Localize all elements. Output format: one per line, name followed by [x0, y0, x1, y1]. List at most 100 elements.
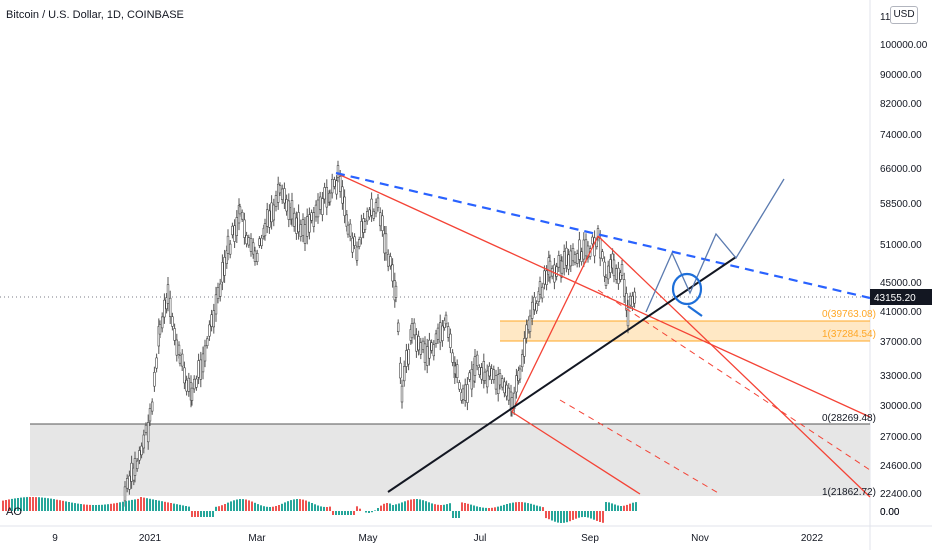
- ao-histogram: [2, 497, 637, 523]
- candle-body: [548, 260, 552, 278]
- ao-bar: [590, 511, 592, 519]
- candle-body: [455, 364, 459, 379]
- price-tick-top: 11: [880, 12, 891, 23]
- candle-body: [221, 262, 224, 283]
- ao-bar: [353, 511, 355, 515]
- ao-bar: [620, 506, 622, 511]
- time-tick-5: Sep: [581, 533, 599, 544]
- ao-bar: [182, 505, 184, 511]
- candle-body: [280, 188, 284, 200]
- ao-bar: [377, 508, 379, 511]
- candle-body: [402, 366, 406, 382]
- ao-bar: [254, 502, 256, 511]
- ao-bar: [506, 504, 508, 511]
- fib-band: [500, 321, 870, 341]
- candle-body: [419, 342, 422, 355]
- ao-bar: [98, 504, 100, 511]
- ao-bar: [11, 498, 13, 511]
- ao-bar: [236, 499, 238, 511]
- ao-bar: [380, 505, 382, 511]
- candle-body: [346, 224, 350, 235]
- candle-body: [596, 228, 600, 238]
- ao-bar: [20, 497, 22, 511]
- candle-body: [203, 345, 207, 362]
- ao-bar: [233, 500, 235, 511]
- ao-bar: [167, 502, 169, 511]
- candle-body: [394, 285, 398, 298]
- ao-bar: [407, 500, 409, 511]
- candle-body: [212, 310, 215, 328]
- ao-bar: [170, 503, 172, 511]
- candle-body: [274, 195, 278, 207]
- candle-body: [620, 264, 624, 276]
- time-tick-1: 2021: [139, 533, 162, 544]
- ao-bar: [80, 504, 82, 511]
- candle-body: [318, 196, 322, 210]
- candle-body: [255, 253, 259, 263]
- price-tick-13: 27000.00: [880, 432, 922, 443]
- ao-bar: [347, 511, 349, 515]
- candle-body: [158, 324, 162, 335]
- candle-body: [336, 165, 340, 178]
- ao-bar: [161, 501, 163, 511]
- ao-bar: [635, 502, 637, 511]
- ao-bar: [569, 511, 571, 522]
- candle-body: [376, 197, 380, 208]
- candle-body: [604, 277, 608, 286]
- ao-bar: [128, 500, 130, 511]
- candle-body: [258, 238, 261, 246]
- ao-bar: [152, 499, 154, 511]
- ao-bar: [110, 503, 112, 511]
- candle-body: [142, 434, 145, 449]
- candle-body: [181, 353, 184, 367]
- ao-bar: [527, 503, 529, 511]
- candle-body: [423, 343, 427, 363]
- candle-body: [303, 224, 307, 244]
- ao-bar: [326, 507, 328, 511]
- ao-bar: [62, 500, 64, 511]
- candle-body: [507, 387, 510, 401]
- ao-bar: [629, 503, 631, 511]
- fib-label-3: 1(21862.72): [822, 487, 876, 498]
- pitchfork-inner-lower: [559, 399, 721, 495]
- ao-bar: [95, 505, 97, 511]
- ao-bar: [41, 497, 43, 511]
- candle-body: [626, 307, 630, 327]
- ao-bar: [209, 511, 211, 517]
- candle-body: [485, 370, 489, 388]
- ao-bar: [338, 511, 340, 515]
- candle-body: [161, 316, 164, 329]
- candles-group: [123, 160, 636, 507]
- ao-bar: [329, 506, 331, 511]
- candle-body: [538, 281, 542, 295]
- candle-body: [370, 198, 373, 216]
- ao-bar: [50, 498, 52, 511]
- ao-bar: [575, 511, 577, 519]
- candle-body: [299, 224, 302, 237]
- candle-body: [500, 378, 504, 388]
- candle-body: [622, 279, 626, 297]
- ao-bar: [137, 498, 139, 511]
- ao-bar: [611, 503, 613, 511]
- ao-bar: [356, 506, 358, 511]
- ao-bar: [458, 511, 460, 518]
- ao-bar: [398, 503, 400, 511]
- candle-body: [316, 199, 320, 218]
- ao-bar: [305, 500, 307, 511]
- ao-bar: [470, 504, 472, 511]
- currency-badge[interactable]: USD: [890, 6, 918, 24]
- ao-bar: [602, 511, 604, 523]
- candle-body: [575, 253, 579, 264]
- candle-body: [410, 323, 414, 339]
- ao-bar: [632, 502, 634, 511]
- ao-bar: [401, 502, 403, 511]
- ao-bar: [515, 502, 517, 511]
- last-price-label: 43155.20: [874, 293, 916, 304]
- price-tick-9: 41000.00: [880, 307, 922, 318]
- ao-bar: [185, 506, 187, 511]
- candle-body: [525, 324, 528, 339]
- ao-bar: [551, 511, 553, 521]
- ao-bar: [200, 511, 202, 517]
